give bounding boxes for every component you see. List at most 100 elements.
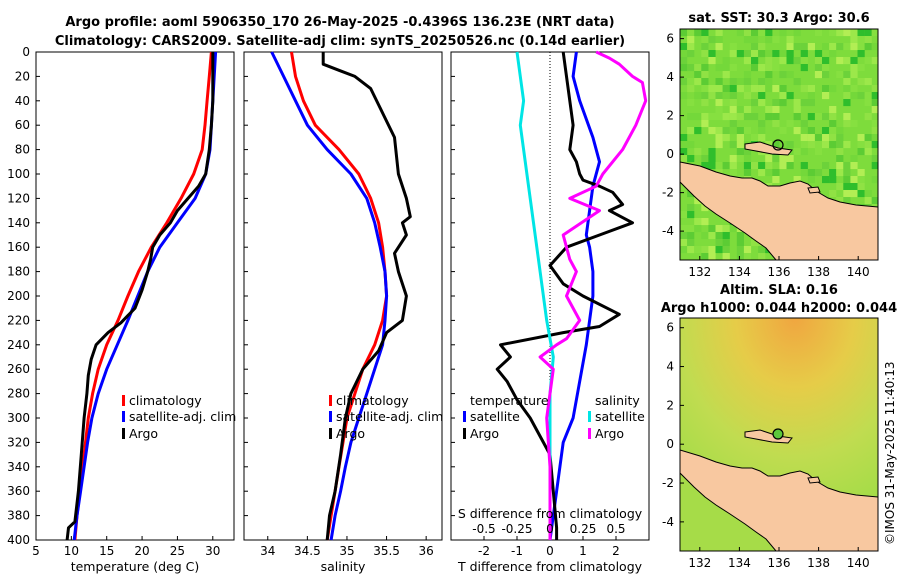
- land-island: [744, 429, 793, 444]
- sst-cell: [687, 225, 695, 233]
- sst-cell: [807, 127, 815, 135]
- sst-cell: [793, 127, 801, 135]
- sst-cell: [765, 71, 773, 79]
- sst-cell: [729, 141, 737, 149]
- depth-tick-label: 60: [15, 118, 30, 132]
- sst-cell: [836, 162, 844, 170]
- sst-cell: [701, 113, 709, 121]
- sst-cell: [751, 162, 759, 170]
- sst-cell: [743, 85, 752, 93]
- lon-tick-label: 134: [728, 556, 751, 570]
- sst-cell: [843, 85, 851, 93]
- imos-credit: ©IMOS 31-May-2025 11:40:13: [883, 361, 897, 545]
- temperature-x-axis: 5 10 15 20 25 30: [32, 536, 220, 558]
- sst-cell: [822, 176, 830, 184]
- sst-cell: [743, 169, 752, 177]
- sst-cell: [715, 92, 723, 100]
- sst-cell: [843, 120, 851, 128]
- sst-cell: [850, 85, 858, 93]
- sst-cell: [864, 99, 872, 107]
- sst-cell: [765, 162, 773, 170]
- land-new-guinea: [680, 449, 878, 551]
- x-tick-label: 2: [612, 544, 620, 558]
- land-island: [744, 141, 793, 156]
- sst-cell: [829, 43, 837, 51]
- sst-cell: [758, 120, 766, 128]
- legend-swatch-climatology: [329, 395, 332, 406]
- sst-cell: [857, 190, 865, 198]
- depth-tick-label: 120: [7, 191, 30, 205]
- sst-cell: [736, 246, 744, 254]
- series-line-s-satellite: [515, 51, 555, 540]
- salinity-legend: climatology satellite-adj. clim Argo: [329, 393, 443, 441]
- depth-tick-label: 360: [7, 484, 30, 498]
- argo-position-marker: [772, 139, 784, 151]
- sst-cell: [722, 134, 730, 142]
- sst-cell: [772, 113, 780, 121]
- sst-cell: [729, 85, 737, 93]
- sst-cell: [701, 36, 709, 44]
- difference-xlabel: T difference from climatology: [457, 559, 643, 574]
- sst-cell: [736, 78, 744, 86]
- sst-cell: [864, 197, 872, 205]
- series-line-satellite-adj-clim: [72, 51, 218, 541]
- sst-cell: [751, 99, 759, 107]
- lat-tick-label: 2: [666, 398, 674, 412]
- sst-cell: [715, 85, 723, 93]
- sst-cell: [857, 141, 865, 149]
- sst-cell: [822, 113, 830, 121]
- sst-cell: [857, 36, 865, 44]
- sst-cell: [765, 113, 773, 121]
- sst-cell: [680, 239, 688, 247]
- sst-cell: [779, 71, 787, 79]
- sst-cell: [687, 155, 695, 163]
- x-tick-label: 20: [134, 544, 149, 558]
- sst-cell: [743, 162, 752, 170]
- sst-cell: [836, 155, 844, 163]
- sst-cell: [743, 29, 752, 37]
- sst-cell: [871, 92, 878, 100]
- sst-cell: [680, 78, 688, 86]
- sst-cell: [807, 141, 815, 149]
- sst-cell: [871, 120, 878, 128]
- sst-cell: [864, 36, 872, 44]
- sst-cell: [779, 155, 787, 163]
- sst-cell: [715, 162, 723, 170]
- sst-cell: [708, 36, 716, 44]
- lat-tick-label: 0: [666, 147, 674, 161]
- legend-swatch-s-argo: [588, 428, 591, 439]
- sst-cell: [736, 155, 744, 163]
- sst-cell: [743, 106, 752, 114]
- sst-cell: [765, 36, 773, 44]
- sst-cell: [758, 50, 766, 58]
- sst-cell: [694, 64, 702, 72]
- sst-cell: [694, 29, 702, 37]
- sst-cell: [736, 253, 744, 260]
- sst-map-lat-axis: 6 4 2 0 -2 -4: [662, 32, 684, 238]
- difference-panel: -2 -1 0 1 2 T difference from climatology S …: [450, 50, 650, 574]
- sst-cell: [786, 43, 794, 51]
- sst-cell: [843, 176, 851, 184]
- sst-cell: [779, 50, 787, 58]
- x-tick-label: 10: [64, 544, 79, 558]
- sst-cell: [729, 155, 737, 163]
- salinity-axes-frame: [243, 51, 443, 541]
- sst-cell: [729, 113, 737, 121]
- sst-cell: [708, 148, 716, 156]
- sst-cell: [800, 141, 808, 149]
- sst-cell: [829, 169, 837, 177]
- sst-cell: [708, 85, 716, 93]
- legend-label-satellite: satellite-adj. clim: [129, 409, 236, 424]
- x-tick-label: 0: [546, 544, 554, 558]
- sst-cell: [772, 36, 780, 44]
- lat-tick-label: 2: [666, 109, 674, 123]
- sst-cell: [836, 57, 844, 65]
- sst-cell: [758, 99, 766, 107]
- sst-cell: [850, 120, 858, 128]
- sst-cell: [736, 29, 744, 37]
- sst-cell: [800, 50, 808, 58]
- sst-cell: [793, 176, 801, 184]
- sst-cell: [814, 113, 823, 121]
- sst-cell: [715, 134, 723, 142]
- legend-swatch-climatology: [122, 395, 125, 406]
